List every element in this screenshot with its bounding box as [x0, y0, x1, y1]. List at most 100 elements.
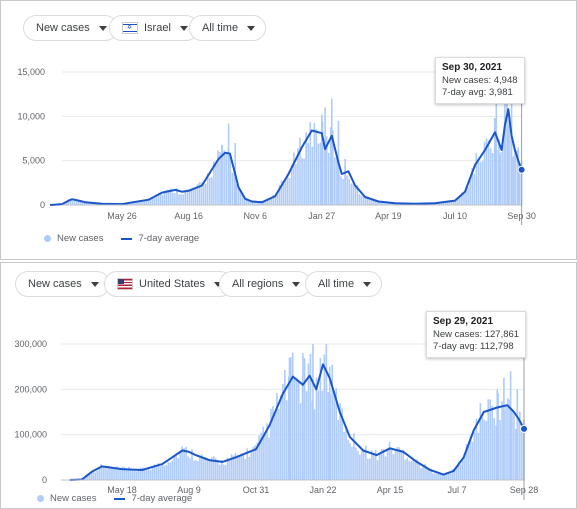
location-dropdown-label: Israel	[144, 22, 171, 34]
region-dropdown-label: All regions	[232, 278, 284, 290]
new-cases-bar	[370, 199, 373, 205]
location-dropdown[interactable]: ✡ Israel	[109, 15, 199, 41]
new-cases-spike	[324, 107, 326, 205]
new-cases-bar	[372, 199, 375, 205]
new-cases-bar	[282, 384, 284, 480]
time-range-dropdown[interactable]: All time	[305, 271, 383, 297]
new-cases-bar	[219, 152, 221, 205]
new-cases-spike	[507, 125, 510, 205]
new-cases-bar	[445, 472, 448, 480]
new-cases-bar	[354, 186, 357, 205]
x-tick-label: Aug 16	[174, 211, 203, 221]
new-cases-bar	[278, 408, 280, 480]
new-cases-bar	[315, 129, 318, 205]
new-cases-bar	[122, 466, 124, 480]
new-cases-bar	[515, 428, 517, 480]
new-cases-bar	[463, 453, 466, 480]
new-cases-bar	[416, 459, 418, 480]
tooltip-7day-avg: 7-day avg: 112,798	[433, 341, 514, 352]
new-cases-bar	[461, 458, 464, 480]
new-cases-bar	[167, 461, 170, 480]
new-cases-bar	[377, 202, 379, 205]
new-cases-bar	[85, 202, 88, 205]
legend-new-cases-swatch	[37, 495, 44, 502]
chevron-down-icon	[214, 281, 223, 287]
new-cases-bar	[475, 152, 478, 205]
new-cases-bar	[106, 468, 108, 480]
new-cases-bar	[215, 164, 217, 205]
new-cases-bar	[201, 454, 203, 480]
new-cases-bar	[175, 453, 177, 480]
new-cases-bar	[455, 467, 458, 480]
region-dropdown[interactable]: All regions	[219, 271, 312, 297]
seven-day-average-line	[50, 108, 523, 206]
new-cases-bar	[71, 200, 74, 205]
new-cases-bar	[467, 186, 469, 205]
new-cases-spike	[221, 144, 223, 205]
new-cases-bar	[73, 198, 76, 205]
new-cases-bar	[499, 420, 501, 480]
new-cases-bar	[390, 448, 393, 480]
new-cases-bar	[341, 408, 343, 480]
new-cases-bar	[127, 466, 130, 480]
new-cases-bar	[497, 393, 499, 480]
new-cases-bar	[440, 201, 443, 205]
x-tick-label: May 26	[107, 211, 137, 221]
new-cases-bar	[100, 463, 102, 480]
new-cases-bar	[223, 150, 225, 205]
new-cases-bar	[459, 195, 461, 205]
new-cases-bar	[303, 358, 306, 480]
new-cases-bar	[438, 202, 441, 205]
new-cases-bar	[155, 467, 158, 480]
new-cases-bar	[284, 370, 286, 480]
new-cases-bar	[88, 202, 90, 205]
new-cases-bar	[247, 199, 250, 205]
new-cases-bar	[186, 189, 189, 205]
new-cases-bar	[183, 448, 185, 480]
new-cases-bar	[305, 132, 307, 205]
new-cases-bar	[222, 464, 225, 480]
new-cases-bar	[177, 458, 179, 480]
new-cases-spike	[510, 85, 513, 205]
new-cases-bar	[143, 200, 145, 205]
seven-day-average-line	[69, 363, 525, 481]
new-cases-bar	[149, 199, 152, 205]
new-cases-bar	[386, 450, 389, 480]
new-cases-bar	[447, 472, 450, 480]
new-cases-bar	[139, 201, 141, 205]
new-cases-bar	[256, 442, 258, 480]
new-cases-bar	[133, 202, 135, 205]
new-cases-spike	[344, 158, 346, 205]
new-cases-bar	[379, 201, 381, 205]
new-cases-bar	[519, 411, 521, 480]
new-cases-bar	[483, 141, 486, 205]
new-cases-spike	[302, 353, 304, 480]
time-range-dropdown[interactable]: All time	[189, 15, 267, 41]
new-cases-bar	[389, 202, 391, 205]
new-cases-bar	[426, 468, 428, 480]
x-tick-label: Oct 31	[243, 485, 270, 495]
new-cases-bar	[189, 458, 191, 480]
metric-dropdown[interactable]: New cases	[23, 15, 118, 41]
new-cases-bar	[457, 461, 460, 480]
time-range-dropdown-label: All time	[202, 22, 239, 34]
new-cases-bar	[521, 428, 523, 480]
new-cases-bar	[383, 202, 385, 205]
new-cases-bar	[284, 177, 287, 205]
y-tick-label: 0	[40, 200, 45, 210]
metric-dropdown[interactable]: New cases	[15, 271, 110, 297]
new-cases-bar	[442, 202, 445, 205]
new-cases-bar	[182, 194, 184, 205]
new-cases-bar	[195, 460, 197, 480]
israel-legend: New cases 7-day average	[44, 233, 199, 244]
legend-7day-label: 7-day average	[131, 493, 193, 504]
new-cases-bar	[481, 160, 484, 205]
new-cases-bar	[465, 187, 467, 205]
new-cases-bar	[301, 158, 303, 205]
new-cases-bar	[307, 142, 309, 205]
location-dropdown[interactable]: United States	[104, 271, 234, 297]
new-cases-bar	[493, 118, 496, 205]
new-cases-bar	[426, 203, 428, 205]
new-cases-bar	[94, 472, 97, 480]
new-cases-bar	[147, 200, 150, 205]
